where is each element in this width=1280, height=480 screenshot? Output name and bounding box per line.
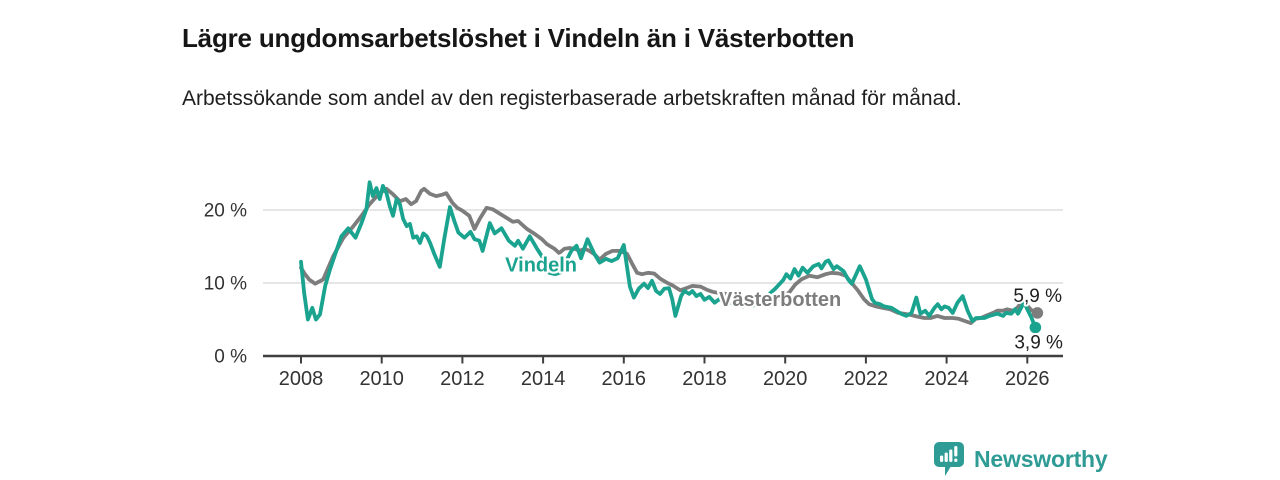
vindeln-line <box>299 180 1038 330</box>
vindeln-end-label: 3,9 % <box>1014 333 1063 354</box>
y-tick-label: 10 % <box>204 274 247 295</box>
x-tick-label: 2010 <box>359 368 404 390</box>
x-tick-label: 2008 <box>279 368 324 390</box>
newsworthy-logo: Newsworthy <box>933 441 1108 477</box>
vindeln-end-dot <box>1029 321 1042 334</box>
bar-medium <box>944 452 948 462</box>
chart-title: Lägre ungdomsarbetslöshet i Vindeln än i… <box>182 23 855 54</box>
x-tick-label: 2018 <box>682 368 727 390</box>
exclamation-dot <box>954 458 958 462</box>
exclamation-bar <box>954 446 958 457</box>
y-tick-label: 20 % <box>204 201 247 222</box>
newsworthy-icon <box>934 442 964 476</box>
bar-short <box>940 455 944 462</box>
vindeln-series-label: Vindeln <box>505 254 577 276</box>
x-tick-label: 2020 <box>763 368 808 390</box>
x-tick-label: 2014 <box>521 368 566 390</box>
x-tick-label: 2024 <box>924 368 969 390</box>
newsworthy-wordmark: Newsworthy <box>974 445 1108 472</box>
bar-tall <box>949 449 953 462</box>
västerbotten-end-label: 5,9 % <box>1013 286 1062 307</box>
x-tick-label: 2022 <box>844 368 889 390</box>
x-tick-label: 2016 <box>602 368 647 390</box>
västerbotten-end-dot <box>1031 307 1044 319</box>
speech-bubble-shape <box>934 442 964 476</box>
chart-subtitle: Arbetssökande som andel av den registerb… <box>182 87 962 110</box>
x-tick-label: 2026 <box>1005 368 1050 390</box>
västerbotten-series-label: Västerbotten <box>719 289 841 311</box>
x-tick-label: 2012 <box>440 368 485 390</box>
västerbotten-line <box>299 186 1040 326</box>
y-tick-label: 0 % <box>214 347 247 368</box>
